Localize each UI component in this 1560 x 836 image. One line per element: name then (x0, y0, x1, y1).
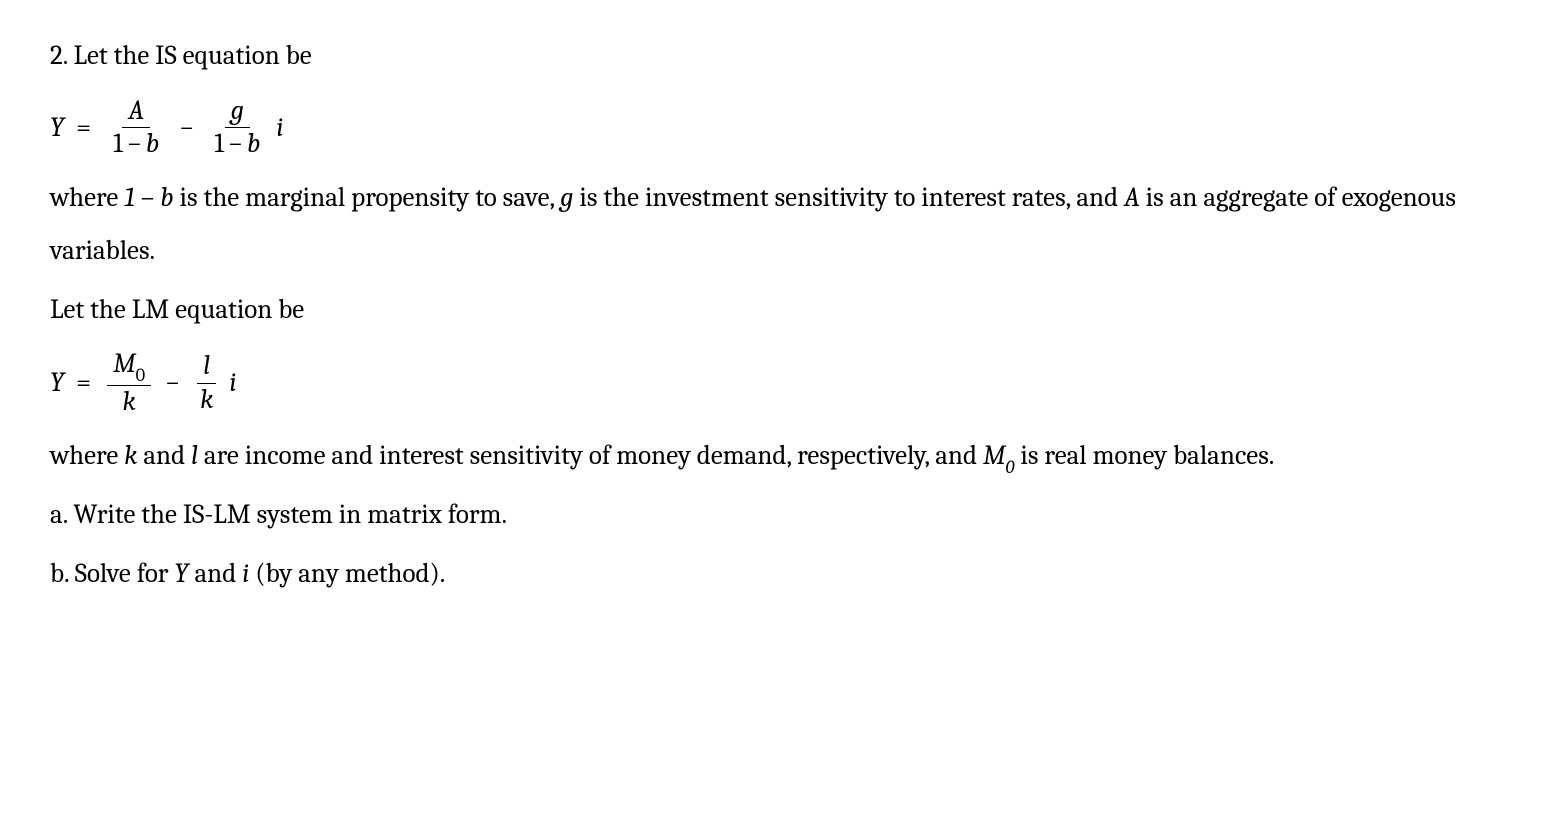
den-minus: − (127, 128, 142, 159)
lm-minus: − (165, 368, 180, 398)
part-b-lead: b. Solve for (50, 558, 174, 589)
lm-frac-2-num: l (197, 352, 216, 383)
den-b: b (146, 128, 159, 159)
document-page: 2. Let the IS equation be Y = A 1−b − g … (0, 0, 1560, 836)
part-a: a. Write the IS-LM system in matrix form… (50, 489, 1510, 542)
lm-exp-M: M (983, 440, 1006, 471)
equals-sign: = (76, 113, 91, 143)
lm-exp-lead: where (50, 440, 124, 471)
lm-frac-1: M0 k (107, 350, 151, 416)
lm-frac-1-den: k (117, 386, 142, 416)
lm-exp-Msub: 0 (1006, 456, 1015, 478)
is-explanation: where 1 – b is the marginal propensity t… (50, 172, 1510, 277)
lm-frac-2-den: k (194, 384, 219, 414)
is-frac-1: A 1−b (107, 97, 165, 159)
lm-explanation: where k and l are income and interest se… (50, 430, 1510, 483)
intro-text: Let the IS equation be (73, 40, 311, 71)
is-frac-2-den: 1−b (208, 128, 266, 158)
problem-intro: 2. Let the IS equation be (50, 30, 1510, 83)
lm-lhs: Y (50, 368, 64, 398)
lm-exp-tail: is real money balances. (1014, 440, 1274, 471)
is-exp-dash: – (135, 182, 160, 213)
is-minus: − (179, 113, 194, 143)
lm-eq: = (76, 368, 91, 398)
part-b-and: and (189, 558, 243, 589)
lm-frac-1-num: M0 (107, 350, 151, 386)
part-b-Y: Y (174, 558, 188, 589)
lm-trailing-i: i (229, 368, 236, 398)
part-b: b. Solve for Y and i (by any method). (50, 548, 1510, 601)
den2-1: 1 (214, 128, 224, 159)
problem-number: 2. (50, 40, 68, 71)
is-exp-g: g (560, 182, 573, 213)
lm-equation: Y = M0 k − l k i (50, 350, 1510, 416)
lm-exp-and: and (137, 440, 191, 471)
lm-exp-k: k (124, 440, 137, 471)
is-lhs: Y (50, 113, 64, 143)
is-frac-2: g 1−b (208, 97, 266, 159)
is-exp-mid1: is the marginal propensity to save, (174, 182, 561, 213)
lm-exp-mid: are income and interest sensitivity of m… (198, 440, 983, 471)
is-exp-b: b (160, 182, 173, 213)
is-exp-A: A (1124, 182, 1140, 213)
lm-num-sub: 0 (136, 364, 146, 386)
den2-b: b (247, 128, 260, 159)
is-frac-1-num: A (122, 97, 150, 128)
den2-minus: − (228, 128, 243, 159)
part-b-tail: (by any method). (249, 558, 445, 589)
lm-intro: Let the LM equation be (50, 284, 1510, 337)
lm-frac-2: l k (194, 352, 219, 414)
den-1: 1 (113, 128, 123, 159)
lm-exp-l: l (191, 440, 198, 471)
is-trailing-i: i (276, 113, 283, 143)
is-exp-mid2: is the investment sensitivity to interes… (573, 182, 1124, 213)
lm-num-M: M (113, 348, 136, 379)
is-frac-1-den: 1−b (107, 128, 165, 158)
is-frac-2-num: g (225, 97, 250, 128)
is-exp-1: 1 (124, 182, 135, 213)
is-exp-lead: where (50, 182, 124, 213)
is-equation: Y = A 1−b − g 1−b i (50, 97, 1510, 159)
